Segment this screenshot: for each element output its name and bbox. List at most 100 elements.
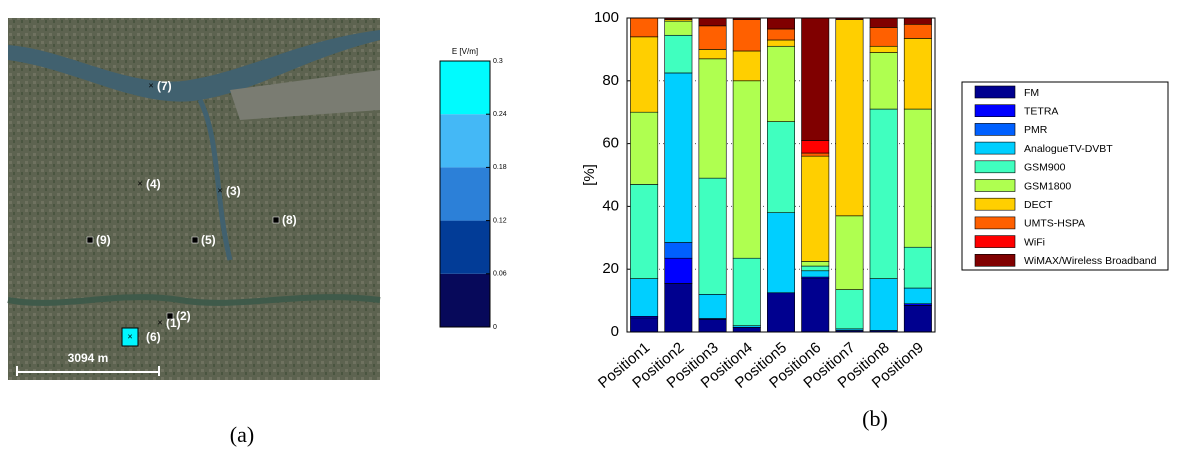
bar-segment bbox=[767, 18, 794, 29]
bar-segment bbox=[665, 35, 692, 73]
marker bbox=[273, 217, 279, 223]
y-tick-label: 0 bbox=[611, 323, 619, 340]
legend-swatch bbox=[975, 161, 1015, 173]
bar-segment bbox=[733, 327, 760, 332]
y-tick-label: 80 bbox=[602, 72, 619, 89]
colorbar-level bbox=[440, 114, 490, 167]
bar-segment bbox=[630, 112, 657, 184]
bar-segment bbox=[767, 293, 794, 332]
marker: × bbox=[217, 185, 222, 195]
bar-segment bbox=[802, 156, 829, 261]
legend-label: DECT bbox=[1024, 199, 1053, 211]
bar-segment bbox=[836, 290, 863, 329]
bar-segment bbox=[665, 283, 692, 332]
colorbar-label: E [V/m] bbox=[452, 47, 478, 56]
marker-label: (2) bbox=[176, 309, 191, 323]
marker bbox=[192, 237, 198, 243]
bar-segment bbox=[904, 305, 931, 332]
colorbar-level bbox=[440, 61, 490, 114]
bar-segment bbox=[870, 27, 897, 46]
bar-segment bbox=[904, 24, 931, 38]
bar-segment bbox=[836, 20, 863, 216]
bar-segment bbox=[904, 247, 931, 288]
bar-segment bbox=[733, 81, 760, 258]
colorbar-level bbox=[440, 274, 490, 327]
y-tick-label: 100 bbox=[594, 9, 619, 26]
bar-segment bbox=[802, 18, 829, 140]
bar-segment bbox=[767, 122, 794, 213]
marker bbox=[87, 237, 93, 243]
colorbar-tick-label: 0 bbox=[493, 324, 497, 331]
bar-segment bbox=[870, 109, 897, 279]
legend-swatch bbox=[975, 123, 1015, 135]
legend-label: TETRA bbox=[1024, 105, 1058, 117]
bar-segment bbox=[699, 178, 726, 294]
bar-segment bbox=[802, 279, 829, 332]
marker: × bbox=[157, 317, 162, 327]
bar-segment bbox=[665, 73, 692, 243]
bar-segment bbox=[802, 261, 829, 266]
colorbar-tick-label: 0.18 bbox=[493, 164, 507, 171]
bar-segment bbox=[904, 109, 931, 247]
map: 3094 m bbox=[8, 18, 380, 380]
bar-segment bbox=[699, 59, 726, 178]
legend-label: WiFi bbox=[1024, 236, 1045, 248]
legend-swatch bbox=[975, 198, 1015, 210]
legend-label: GSM1800 bbox=[1024, 180, 1071, 192]
bar-segment bbox=[733, 20, 760, 51]
colorbar-tick-label: 0.12 bbox=[493, 217, 507, 224]
bar-segment bbox=[870, 279, 897, 331]
y-tick-label: 20 bbox=[602, 260, 619, 277]
bar-segment bbox=[630, 318, 657, 332]
colorbar-level bbox=[440, 221, 490, 274]
figure: 3094 m E [V/m] (a) (b) [%] ×(1)(2)×(3)×(… bbox=[0, 0, 1195, 452]
bar-segment bbox=[802, 271, 829, 277]
bar-segment bbox=[665, 243, 692, 259]
y-tick-label: 60 bbox=[602, 135, 619, 152]
marker bbox=[167, 313, 173, 319]
bar-segment bbox=[699, 26, 726, 50]
bar-segment bbox=[802, 140, 829, 153]
marker-label: (8) bbox=[282, 213, 297, 227]
bar-segment bbox=[630, 18, 657, 37]
bar-segment bbox=[870, 53, 897, 110]
bar-segment bbox=[630, 37, 657, 112]
scale-label: 3094 m bbox=[68, 351, 109, 365]
bar-segment bbox=[836, 216, 863, 290]
legend-swatch bbox=[975, 236, 1015, 248]
y-axis-label: [%] bbox=[581, 164, 598, 186]
legend-label: PMR bbox=[1024, 124, 1048, 136]
bar-segment bbox=[630, 279, 657, 317]
bar-segment bbox=[904, 18, 931, 24]
bar-segment bbox=[630, 184, 657, 278]
legend-label: GSM900 bbox=[1024, 162, 1066, 174]
marker-label: (5) bbox=[201, 233, 216, 247]
colorbar-tick-label: 0.24 bbox=[493, 111, 507, 118]
colorbar-level bbox=[440, 167, 490, 220]
marker-symbol: × bbox=[127, 331, 132, 341]
bar-segment bbox=[733, 51, 760, 81]
colorbar-tick-label: 0.06 bbox=[493, 271, 507, 278]
bar-segment bbox=[665, 258, 692, 283]
bar-segment bbox=[699, 18, 726, 26]
marker-label: (6) bbox=[146, 330, 161, 344]
bar-segment bbox=[767, 40, 794, 46]
bar-segment bbox=[733, 258, 760, 326]
caption: (a) bbox=[230, 422, 254, 447]
legend-label: UMTS-HSPA bbox=[1024, 218, 1085, 230]
bar-segment bbox=[699, 294, 726, 318]
marker: × bbox=[137, 178, 142, 188]
bar-segment bbox=[904, 38, 931, 109]
bar-segment bbox=[767, 29, 794, 40]
marker-label: (3) bbox=[226, 184, 241, 198]
marker-label: (7) bbox=[157, 79, 172, 93]
colorbar-tick-label: 0.3 bbox=[493, 58, 503, 65]
legend-label: WiMAX/Wireless Broadband bbox=[1024, 255, 1157, 267]
bar-segment bbox=[802, 266, 829, 271]
legend-swatch bbox=[975, 254, 1015, 266]
bar-segment bbox=[767, 46, 794, 121]
legend-label: AnalogueTV-DVBT bbox=[1024, 143, 1113, 155]
bar-segment bbox=[665, 21, 692, 35]
bar-segment bbox=[699, 49, 726, 58]
marker-label: (4) bbox=[146, 177, 161, 191]
